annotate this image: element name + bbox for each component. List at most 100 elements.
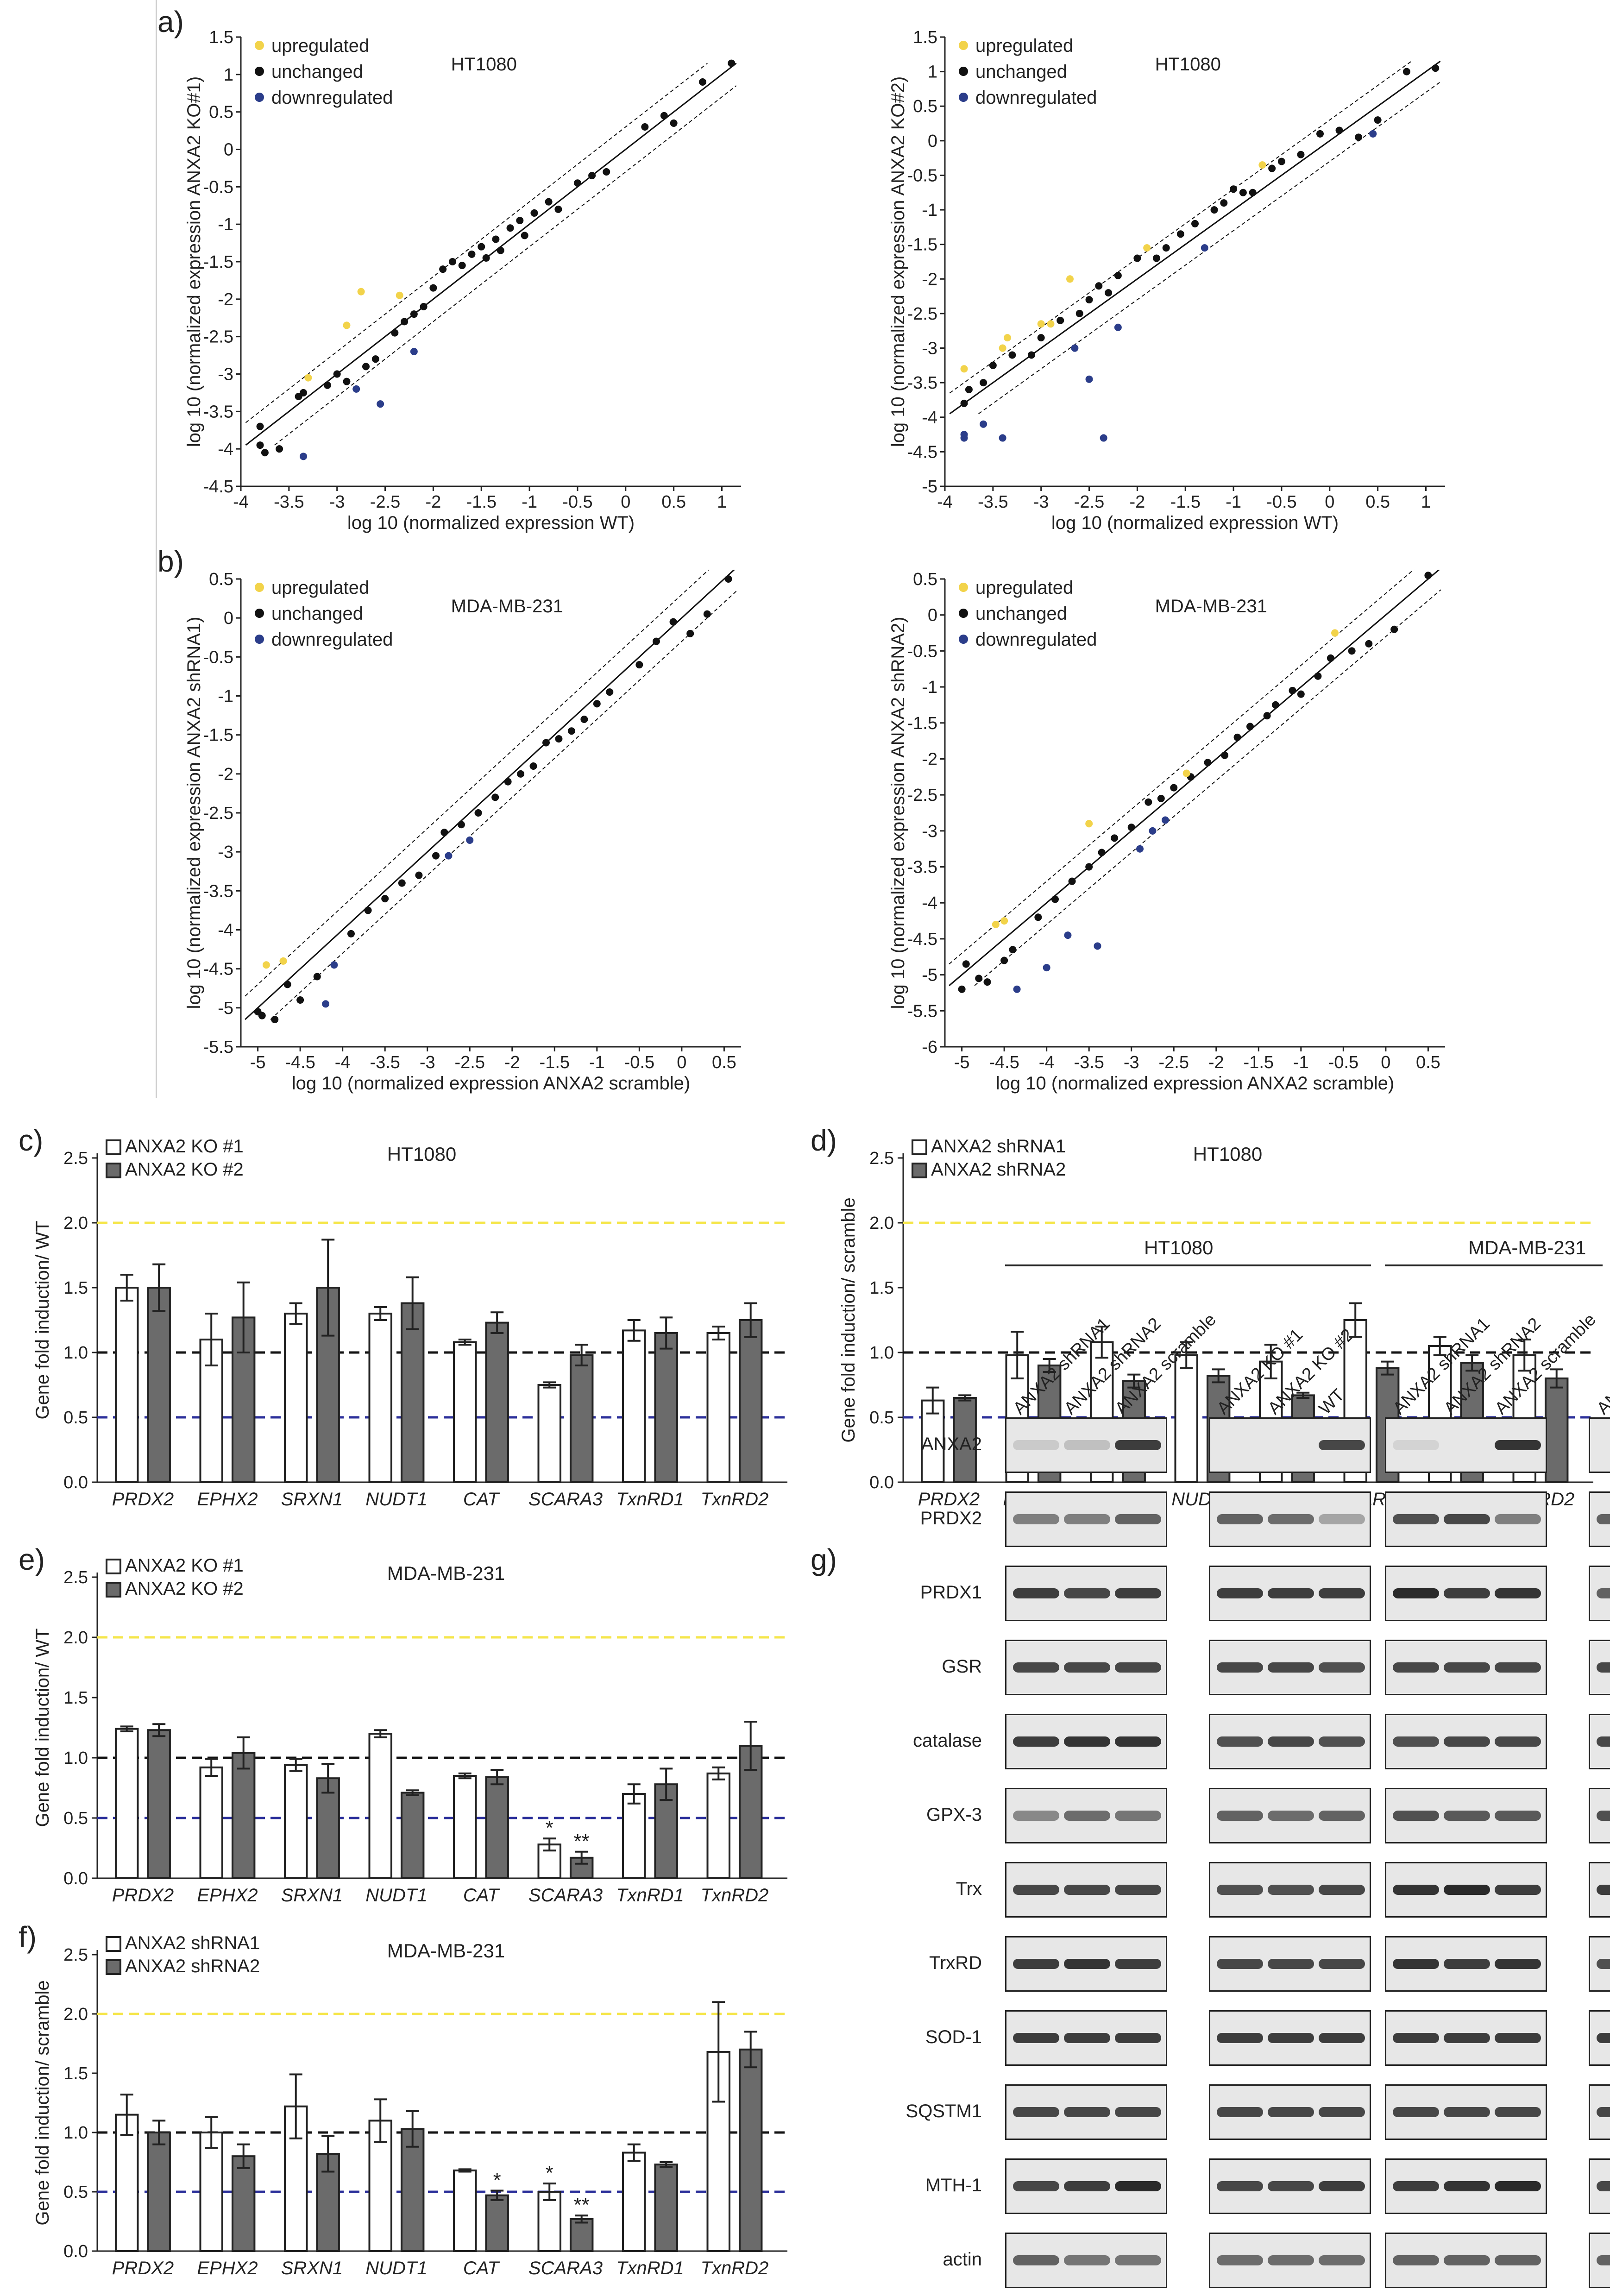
point-upregulated — [999, 344, 1006, 352]
point-upregulated — [396, 291, 403, 299]
point-unchanged — [1335, 126, 1343, 134]
lower-threshold-line — [974, 589, 1441, 986]
protein-band — [1115, 1588, 1161, 1598]
protein-band — [1217, 1885, 1263, 1895]
point-unchanged — [258, 1012, 266, 1019]
y-tick-label: 0.5 — [209, 103, 233, 122]
protein-band — [1393, 1588, 1439, 1598]
blot-box — [1385, 1566, 1547, 1621]
y-tick-label: -3 — [218, 365, 233, 384]
y-tick-label: 0.0 — [63, 1869, 88, 1888]
y-tick-label: -1 — [218, 215, 233, 234]
blot-box — [1005, 1936, 1167, 1992]
y-axis-label: log 10 (normalized expression ANXA2 shRN… — [184, 616, 204, 1009]
point-upregulated — [1182, 769, 1190, 777]
point-unchanged — [478, 243, 485, 251]
protein-label: catalase — [913, 1730, 982, 1751]
point-upregulated — [1000, 917, 1008, 925]
protein-band — [1444, 1811, 1490, 1821]
protein-band — [1393, 2255, 1439, 2265]
protein-band — [1268, 2255, 1314, 2265]
blot-box — [1209, 2233, 1371, 2288]
protein-band — [1217, 1588, 1263, 1598]
point-unchanged — [1402, 68, 1410, 75]
significance-star: * — [493, 2169, 501, 2191]
y-tick-label: -4.5 — [203, 477, 233, 497]
legend-marker — [959, 635, 968, 644]
y-tick-label: -0.5 — [203, 648, 233, 667]
bar-series-2 — [485, 1776, 509, 1879]
point-unchanged — [545, 198, 553, 206]
significance-star: ** — [574, 1830, 590, 1853]
upper-threshold-line — [245, 570, 710, 997]
point-downregulated — [1043, 964, 1050, 972]
point-unchanged — [333, 370, 341, 378]
y-tick-label: -3.5 — [203, 881, 233, 901]
x-category-label: PRDX2 — [918, 1489, 980, 1510]
bar-series-2 — [147, 1287, 171, 1483]
point-unchanged — [1105, 289, 1113, 297]
y-tick-label: -1 — [922, 678, 937, 697]
western-blot-panel: HT1080 MDA-MB-231 ANXA2 shRNA1 ANXA2 shRNA2… — [899, 1232, 1610, 2293]
point-unchanged — [669, 618, 677, 626]
bar-series-1 — [284, 1764, 308, 1879]
point-unchanged — [606, 688, 614, 696]
legend-marker — [255, 609, 264, 618]
point-unchanged — [1027, 351, 1035, 359]
protein-band — [1444, 1588, 1490, 1598]
point-upregulated — [1066, 275, 1074, 283]
protein-band — [1495, 2181, 1541, 2191]
y-tick-label: 1.5 — [63, 2064, 88, 2083]
y-tick-label: -2.5 — [203, 804, 233, 823]
point-unchanged — [474, 809, 482, 817]
vertical-divider — [156, 0, 157, 1098]
point-downregulated — [1114, 323, 1122, 331]
x-tick-label: 0.5 — [1416, 1053, 1440, 1072]
point-unchanged — [271, 1016, 279, 1024]
x-tick-label: -4 — [937, 492, 953, 512]
panel-label-g: g) — [811, 1543, 837, 1576]
y-tick-label: 0.5 — [63, 2183, 88, 2202]
protein-band — [1013, 1959, 1059, 1969]
x-category-label: PRDX2 — [112, 2258, 174, 2278]
protein-band — [1393, 2033, 1439, 2043]
point-unchanged — [362, 363, 370, 371]
x-tick-label: -4 — [335, 1053, 351, 1072]
legend-swatch — [912, 1139, 927, 1155]
point-downregulated — [1085, 375, 1093, 383]
significance-star: ** — [574, 2194, 590, 2216]
protein-band — [1013, 1885, 1059, 1895]
blot-box — [1005, 1714, 1167, 1769]
point-unchanged — [347, 930, 355, 937]
bar-series-1 — [1174, 1354, 1198, 1483]
protein-band — [1268, 2107, 1314, 2117]
chart-title: MDA-MB-231 — [1155, 596, 1267, 616]
identity-line — [949, 570, 1440, 987]
x-tick-label: -1 — [522, 492, 537, 512]
legend-label: downregulated — [271, 629, 393, 650]
point-unchanged — [1390, 625, 1398, 633]
blot-box — [1209, 1936, 1371, 1992]
blot-box — [1209, 1491, 1371, 1547]
protein-band — [1013, 1736, 1059, 1747]
protein-band — [1064, 1736, 1110, 1747]
point-downregulated — [377, 400, 384, 408]
y-tick-label: -3 — [922, 822, 937, 841]
point-unchanged — [1162, 244, 1170, 252]
point-unchanged — [1176, 230, 1184, 238]
point-unchanged — [962, 960, 970, 968]
bar-series-1 — [622, 1329, 646, 1483]
point-unchanged — [1170, 784, 1178, 792]
y-tick-label: 0 — [224, 609, 233, 628]
x-category-label: SCARA3 — [528, 1885, 603, 1906]
y-tick-label: 1.5 — [63, 1278, 88, 1298]
point-unchanged — [728, 59, 736, 67]
point-downregulated — [999, 434, 1006, 442]
point-unchanged — [492, 235, 500, 243]
protein-band — [1495, 1885, 1541, 1895]
y-tick-label: -4.5 — [203, 960, 233, 979]
y-tick-label: 1.0 — [63, 1749, 88, 1768]
point-unchanged — [567, 727, 575, 735]
blot-box — [1209, 1714, 1371, 1769]
